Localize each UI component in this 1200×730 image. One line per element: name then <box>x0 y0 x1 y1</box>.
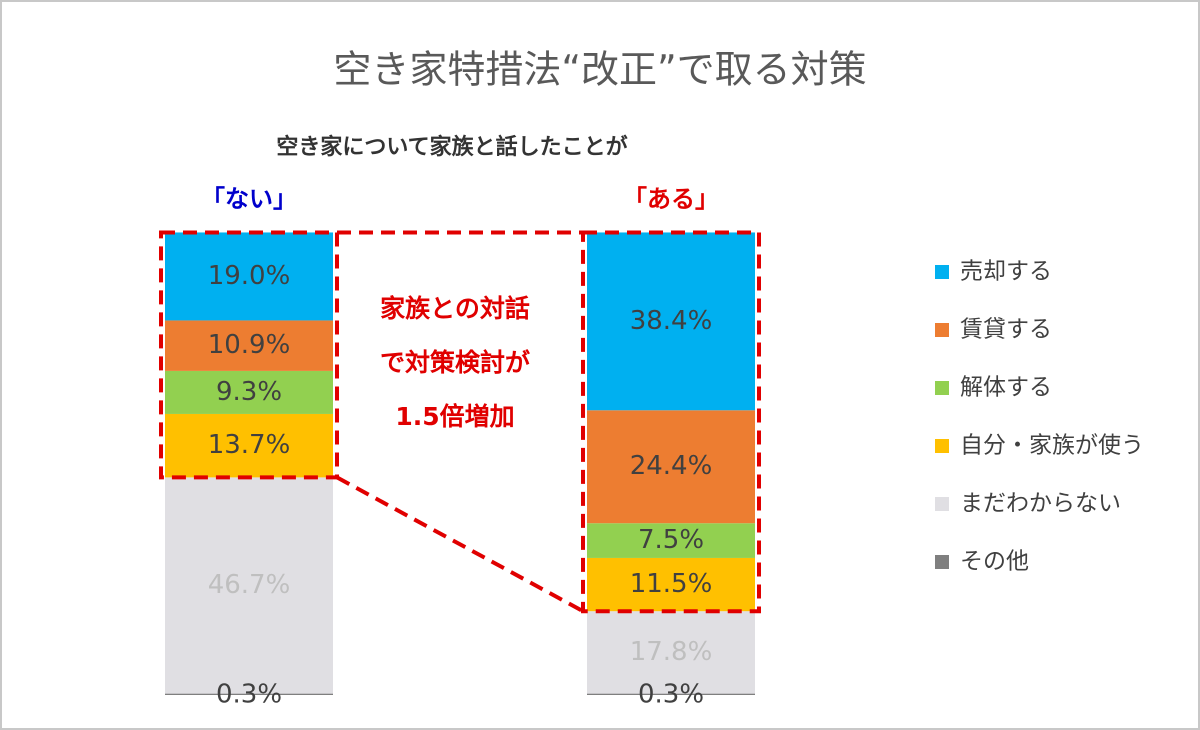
legend-label: 売却する <box>960 259 1052 285</box>
legend-label: まだわからない <box>960 491 1121 517</box>
legend-label: その他 <box>960 549 1029 575</box>
legend-swatch <box>935 381 949 395</box>
legend-label: 自分・家族が使う <box>960 433 1144 459</box>
value-label: 17.8% <box>630 637 713 667</box>
legend-label: 賃貸する <box>960 317 1052 343</box>
bar-segment <box>165 232 333 321</box>
bar-segment <box>587 523 755 558</box>
legend-label: 解体する <box>960 375 1052 401</box>
highlight-box <box>581 230 761 614</box>
bar-segment <box>165 413 333 478</box>
bar-segment <box>587 557 755 612</box>
bar-segment <box>165 693 333 695</box>
legend-swatch <box>935 497 949 511</box>
bar-segment <box>165 477 333 694</box>
legend-swatch <box>935 323 949 337</box>
category-label: 「ない」 <box>201 185 297 213</box>
chart-title: 空き家特措法“改正”で取る対策 <box>333 48 866 92</box>
category-label: 「ある」 <box>623 185 719 213</box>
value-label: 9.3% <box>216 377 282 407</box>
annotation: で対策検討が <box>380 348 530 377</box>
annotation: 1.5倍増加 <box>395 402 514 431</box>
value-label: 7.5% <box>638 525 704 555</box>
bar-segment <box>587 232 755 411</box>
bar-segment <box>165 320 333 371</box>
value-label: 0.3% <box>638 680 704 710</box>
value-label: 10.9% <box>208 330 291 360</box>
highlight-box <box>159 230 339 480</box>
legend-swatch <box>935 439 949 453</box>
annotation: 家族との対話 <box>380 294 530 323</box>
legend-swatch <box>935 555 949 569</box>
value-label: 19.0% <box>208 261 291 291</box>
value-label: 0.3% <box>216 680 282 710</box>
bar-segment <box>587 410 755 524</box>
value-label: 11.5% <box>630 569 713 599</box>
value-label: 46.7% <box>208 570 291 600</box>
value-label: 38.4% <box>630 306 713 336</box>
bar-segment <box>587 693 755 695</box>
legend-swatch <box>935 265 949 279</box>
chart-subtitle: 空き家について家族と話したことが <box>276 134 627 160</box>
bar-segment <box>165 370 333 414</box>
value-label: 13.7% <box>208 430 291 460</box>
bar-segment <box>587 611 755 694</box>
highlight-connector <box>336 475 584 613</box>
value-label: 24.4% <box>630 451 713 481</box>
